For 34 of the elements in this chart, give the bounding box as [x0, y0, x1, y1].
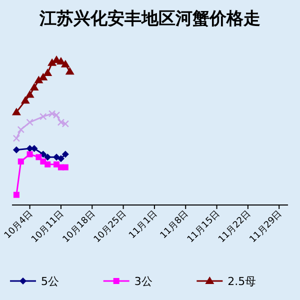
legend-label: 3公 — [134, 275, 152, 288]
point — [48, 58, 57, 66]
point — [20, 96, 30, 104]
point — [52, 112, 60, 119]
point — [62, 120, 70, 128]
chart-title: 江苏兴化安丰地区河蟹价格走 — [38, 9, 260, 28]
point — [62, 164, 68, 170]
point — [48, 110, 56, 118]
legend-label: 2.5母 — [228, 275, 256, 288]
point — [56, 56, 66, 64]
point — [12, 108, 21, 116]
point — [65, 67, 74, 75]
point — [57, 155, 64, 162]
x-tick-label: 11月1日 — [128, 209, 160, 242]
point — [60, 60, 70, 68]
point — [44, 161, 51, 168]
legend-label: 5公 — [41, 275, 59, 288]
point — [25, 90, 34, 98]
point — [18, 158, 24, 164]
point — [26, 151, 33, 158]
point — [34, 76, 44, 84]
point — [36, 154, 42, 160]
point — [57, 118, 65, 126]
point — [53, 154, 60, 161]
point — [62, 150, 69, 158]
point — [30, 83, 39, 91]
point — [43, 68, 52, 76]
point — [12, 146, 20, 154]
point — [17, 126, 25, 134]
point — [40, 112, 47, 120]
point — [44, 154, 52, 161]
point — [26, 118, 34, 126]
point — [12, 134, 20, 142]
point — [13, 192, 20, 198]
